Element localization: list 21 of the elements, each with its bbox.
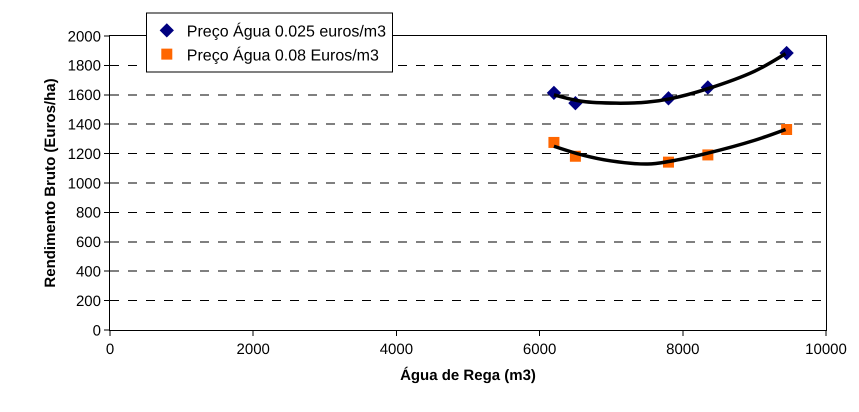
x-tick-label: 2000 <box>236 341 270 358</box>
x-tick-label: 8000 <box>666 341 700 358</box>
x-axis-title: Água de Rega (m3) <box>400 366 536 384</box>
y-tick-label: 1800 <box>68 58 101 75</box>
x-tick-label: 0 <box>106 341 114 358</box>
y-tick-label: 400 <box>76 263 101 280</box>
y-axis-title: Rendimento Bruto (Euros/ha) <box>42 78 59 288</box>
y-tick-label: 1400 <box>68 116 101 134</box>
y-tick-label: 600 <box>76 234 101 252</box>
x-tick-label: 10000 <box>805 341 847 358</box>
y-tick-label: 0 <box>92 322 101 340</box>
x-tick-label: 6000 <box>522 341 556 358</box>
legend-label: Preço Água 0.08 Euros/m3 <box>186 46 380 64</box>
y-tick-label: 2000 <box>68 28 101 46</box>
y-tick-label: 800 <box>76 204 101 222</box>
y-tick-label: 200 <box>76 292 101 310</box>
y-tick-label: 1200 <box>68 146 101 163</box>
legend-label: Preço Água 0.025 euros/m3 <box>186 22 386 41</box>
y-tick-label: 1000 <box>68 175 101 192</box>
x-tick-label: 4000 <box>380 341 414 358</box>
y-tick-label: 1600 <box>68 87 101 104</box>
